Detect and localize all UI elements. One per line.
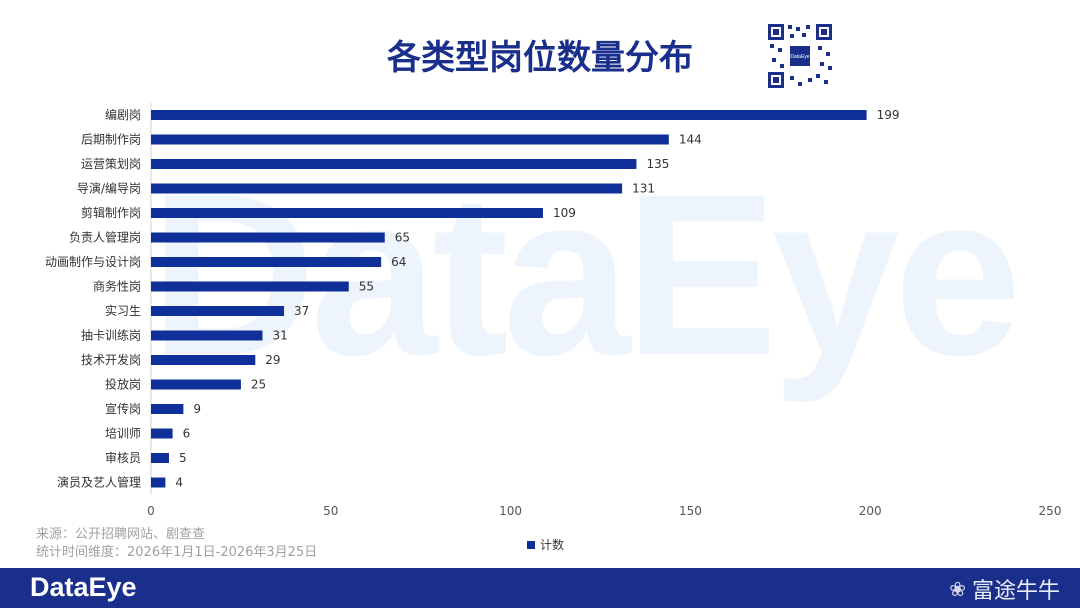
category-label: 商务性岗	[93, 279, 141, 294]
category-label: 抽卡训练岗	[81, 328, 141, 343]
bar	[151, 134, 669, 145]
value-label: 64	[391, 255, 406, 269]
value-label: 144	[679, 133, 702, 147]
bar	[151, 159, 637, 169]
bar	[151, 453, 169, 463]
watermark: DataEye	[150, 146, 1022, 403]
category-label: 编剧岗	[105, 107, 141, 122]
value-label: 131	[632, 182, 655, 196]
source-note: 来源：公开招聘网站、剧查查 统计时间维度：2026年1月1日-2026年3月25…	[36, 526, 317, 562]
chart-title: 各类型岗位数量分布	[387, 38, 693, 78]
category-label: 后期制作岗	[81, 133, 141, 147]
footer-logo: DataEye	[30, 572, 137, 602]
value-label: 55	[359, 280, 374, 294]
legend-label: 计数	[540, 538, 565, 552]
category-label: 审核员	[105, 450, 141, 465]
x-tick-label: 100	[499, 504, 522, 518]
x-tick-label: 0	[147, 504, 155, 518]
value-label: 25	[251, 378, 266, 392]
bar	[151, 110, 867, 120]
footer-bar: DataEye ❀ 富途牛牛	[0, 568, 1080, 608]
bar	[151, 379, 241, 390]
bar	[151, 306, 285, 316]
paw-icon: ❀	[949, 577, 966, 601]
value-label: 31	[272, 329, 287, 343]
category-label: 技术开发岗	[81, 352, 141, 367]
value-label: 29	[265, 353, 280, 367]
category-label: 导演/编导岗	[77, 181, 141, 196]
category-label: 培训师	[105, 426, 141, 441]
value-label: 65	[395, 231, 410, 245]
qr-center-label: DataEye	[790, 54, 809, 60]
value-label: 199	[877, 108, 900, 122]
bar	[151, 330, 263, 341]
value-label: 4	[175, 476, 183, 490]
value-label: 37	[294, 304, 309, 318]
bar	[151, 208, 543, 218]
bar	[151, 183, 623, 194]
value-label: 5	[179, 451, 187, 465]
bar	[151, 281, 349, 292]
x-tick-label: 200	[859, 504, 882, 518]
category-label: 运营策划岗	[81, 157, 141, 171]
value-label: 109	[553, 206, 576, 220]
category-label: 投放岗	[105, 377, 141, 392]
legend-swatch	[527, 540, 535, 549]
category-label: 宣传岗	[105, 401, 141, 416]
x-tick-label: 50	[323, 504, 338, 518]
bar	[151, 232, 385, 243]
category-label: 动画制作与设计岗	[45, 255, 141, 269]
source-line-2: 统计时间维度：2026年1月1日-2026年3月25日	[36, 545, 318, 560]
value-label: 9	[193, 402, 201, 416]
x-tick-label: 250	[1039, 504, 1062, 518]
footer-brand-label: 富途牛牛	[971, 579, 1060, 604]
footer-brand: ❀ 富途牛牛	[949, 573, 1060, 605]
x-tick-label: 150	[679, 504, 702, 518]
value-label: 6	[183, 427, 191, 441]
bar	[151, 355, 256, 365]
category-label: 负责人管理岗	[69, 230, 141, 245]
source-line-1: 来源：公开招聘网站、剧查查	[36, 527, 206, 542]
bar	[151, 257, 382, 267]
legend: 计数	[527, 536, 564, 553]
value-label: 135	[646, 157, 669, 171]
bar	[151, 428, 173, 439]
bar	[151, 404, 184, 414]
category-label: 演员及艺人管理	[57, 475, 141, 490]
category-label: 实习生	[105, 303, 141, 318]
category-label: 剪辑制作岗	[81, 205, 141, 220]
qr-code-icon: DataEye	[766, 22, 834, 90]
bar	[151, 477, 166, 488]
